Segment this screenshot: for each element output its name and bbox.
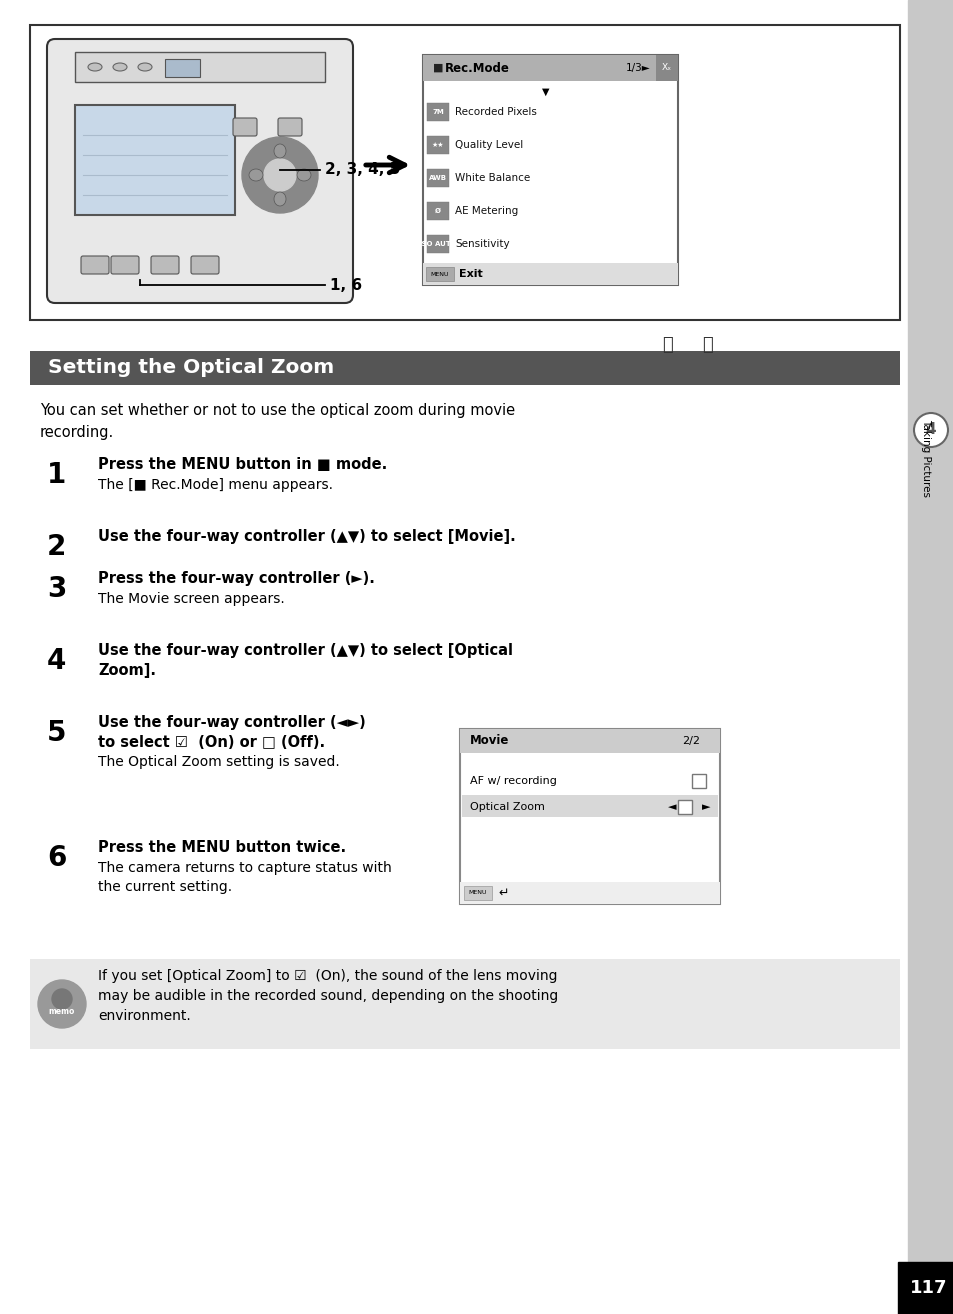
Text: You can set whether or not to use the optical zoom during movie
recording.: You can set whether or not to use the op… <box>40 403 515 440</box>
FancyBboxPatch shape <box>81 256 109 275</box>
Bar <box>656 55 678 81</box>
Bar <box>30 351 899 385</box>
Text: Quality Level: Quality Level <box>455 139 522 150</box>
Bar <box>459 882 720 904</box>
Text: 2, 3, 4, 5: 2, 3, 4, 5 <box>325 163 400 177</box>
Circle shape <box>52 989 71 1009</box>
Ellipse shape <box>274 145 286 158</box>
Text: 117: 117 <box>909 1279 946 1297</box>
Bar <box>75 53 325 81</box>
Text: AE Metering: AE Metering <box>455 206 517 217</box>
Ellipse shape <box>112 63 127 71</box>
Text: Taking Pictures: Taking Pictures <box>920 419 930 497</box>
Text: 5: 5 <box>47 719 67 746</box>
Text: Press the four-way controller (►).: Press the four-way controller (►). <box>98 572 375 586</box>
Text: ↵: ↵ <box>497 887 508 900</box>
Text: AF w/ recording: AF w/ recording <box>470 777 557 786</box>
Text: 7M: 7M <box>432 109 443 114</box>
Text: Movie: Movie <box>470 735 509 748</box>
Ellipse shape <box>249 170 263 181</box>
Text: The Optical Zoom setting is saved.: The Optical Zoom setting is saved. <box>98 756 339 769</box>
FancyBboxPatch shape <box>111 256 139 275</box>
Text: ◄: ◄ <box>667 802 676 812</box>
Text: MENU: MENU <box>468 891 487 896</box>
Bar <box>459 729 720 904</box>
Bar <box>691 774 705 788</box>
FancyBboxPatch shape <box>151 256 179 275</box>
Text: ISO AUTO: ISO AUTO <box>418 242 456 247</box>
Bar <box>422 263 678 285</box>
Bar <box>75 105 234 215</box>
Circle shape <box>264 159 295 191</box>
Bar <box>422 55 678 285</box>
Text: AWB: AWB <box>429 175 447 181</box>
Text: Use the four-way controller (◄►)
to select ☑  (On) or □ (Off).: Use the four-way controller (◄►) to sele… <box>98 715 365 750</box>
Text: Press the MENU button in ■ mode.: Press the MENU button in ■ mode. <box>98 457 387 472</box>
Bar <box>427 135 449 154</box>
Text: 1: 1 <box>47 461 66 489</box>
Text: Ø: Ø <box>435 208 440 214</box>
Text: Use the four-way controller (▲▼) to select [Optical
Zoom].: Use the four-way controller (▲▼) to sele… <box>98 643 513 678</box>
Text: 2: 2 <box>47 533 67 561</box>
Text: If you set [Optical Zoom] to ☑  (On), the sound of the lens moving
may be audibl: If you set [Optical Zoom] to ☑ (On), the… <box>98 968 558 1024</box>
Text: 4: 4 <box>47 646 67 675</box>
Text: Press the MENU button twice.: Press the MENU button twice. <box>98 840 346 855</box>
Text: ★★: ★★ <box>432 142 444 147</box>
Text: 1/3►: 1/3► <box>625 63 650 74</box>
Text: Rec.Mode: Rec.Mode <box>444 62 509 75</box>
Text: White Balance: White Balance <box>455 173 530 183</box>
Ellipse shape <box>274 192 286 206</box>
Circle shape <box>242 137 317 213</box>
Bar <box>463 886 492 900</box>
Bar <box>897 1261 953 1314</box>
FancyBboxPatch shape <box>191 256 219 275</box>
Text: Recorded Pixels: Recorded Pixels <box>455 106 537 117</box>
Text: 6: 6 <box>47 844 67 872</box>
Bar <box>678 800 691 813</box>
Text: ►: ► <box>701 802 710 812</box>
Bar <box>461 795 718 817</box>
Text: The camera returns to capture status with
the current setting.: The camera returns to capture status wit… <box>98 861 392 894</box>
Bar <box>426 267 454 281</box>
Ellipse shape <box>296 170 311 181</box>
Bar <box>30 25 899 321</box>
Circle shape <box>38 980 86 1028</box>
Bar <box>427 170 449 187</box>
Text: 📷: 📷 <box>702 336 713 353</box>
Bar <box>427 202 449 221</box>
Text: Xₓ: Xₓ <box>661 63 671 72</box>
Text: Use the four-way controller (▲▼) to select [Movie].: Use the four-way controller (▲▼) to sele… <box>98 530 516 544</box>
Text: ▼: ▼ <box>541 87 549 97</box>
Text: 1, 6: 1, 6 <box>330 277 362 293</box>
Bar <box>30 959 899 1049</box>
Ellipse shape <box>138 63 152 71</box>
Bar <box>459 729 720 753</box>
Text: The [■ Rec.Mode] menu appears.: The [■ Rec.Mode] menu appears. <box>98 478 333 491</box>
Ellipse shape <box>88 63 102 71</box>
Text: ■: ■ <box>433 63 443 74</box>
Bar <box>422 55 678 81</box>
Text: 2/2: 2/2 <box>681 736 700 746</box>
Bar <box>907 0 953 1314</box>
Text: The Movie screen appears.: The Movie screen appears. <box>98 593 284 606</box>
Bar <box>427 235 449 254</box>
Text: 4: 4 <box>924 423 935 438</box>
Text: 3: 3 <box>47 576 67 603</box>
FancyBboxPatch shape <box>233 118 256 137</box>
Text: memo: memo <box>49 1008 75 1017</box>
Bar <box>165 59 200 78</box>
FancyBboxPatch shape <box>47 39 353 304</box>
Circle shape <box>913 413 947 447</box>
Text: Setting the Optical Zoom: Setting the Optical Zoom <box>48 359 334 377</box>
Text: MENU: MENU <box>431 272 449 276</box>
Text: Exit: Exit <box>458 269 482 279</box>
Text: 🎥: 🎥 <box>662 336 673 353</box>
Bar <box>427 102 449 121</box>
Text: Sensitivity: Sensitivity <box>455 239 509 250</box>
Text: Optical Zoom: Optical Zoom <box>470 802 544 812</box>
FancyBboxPatch shape <box>277 118 302 137</box>
